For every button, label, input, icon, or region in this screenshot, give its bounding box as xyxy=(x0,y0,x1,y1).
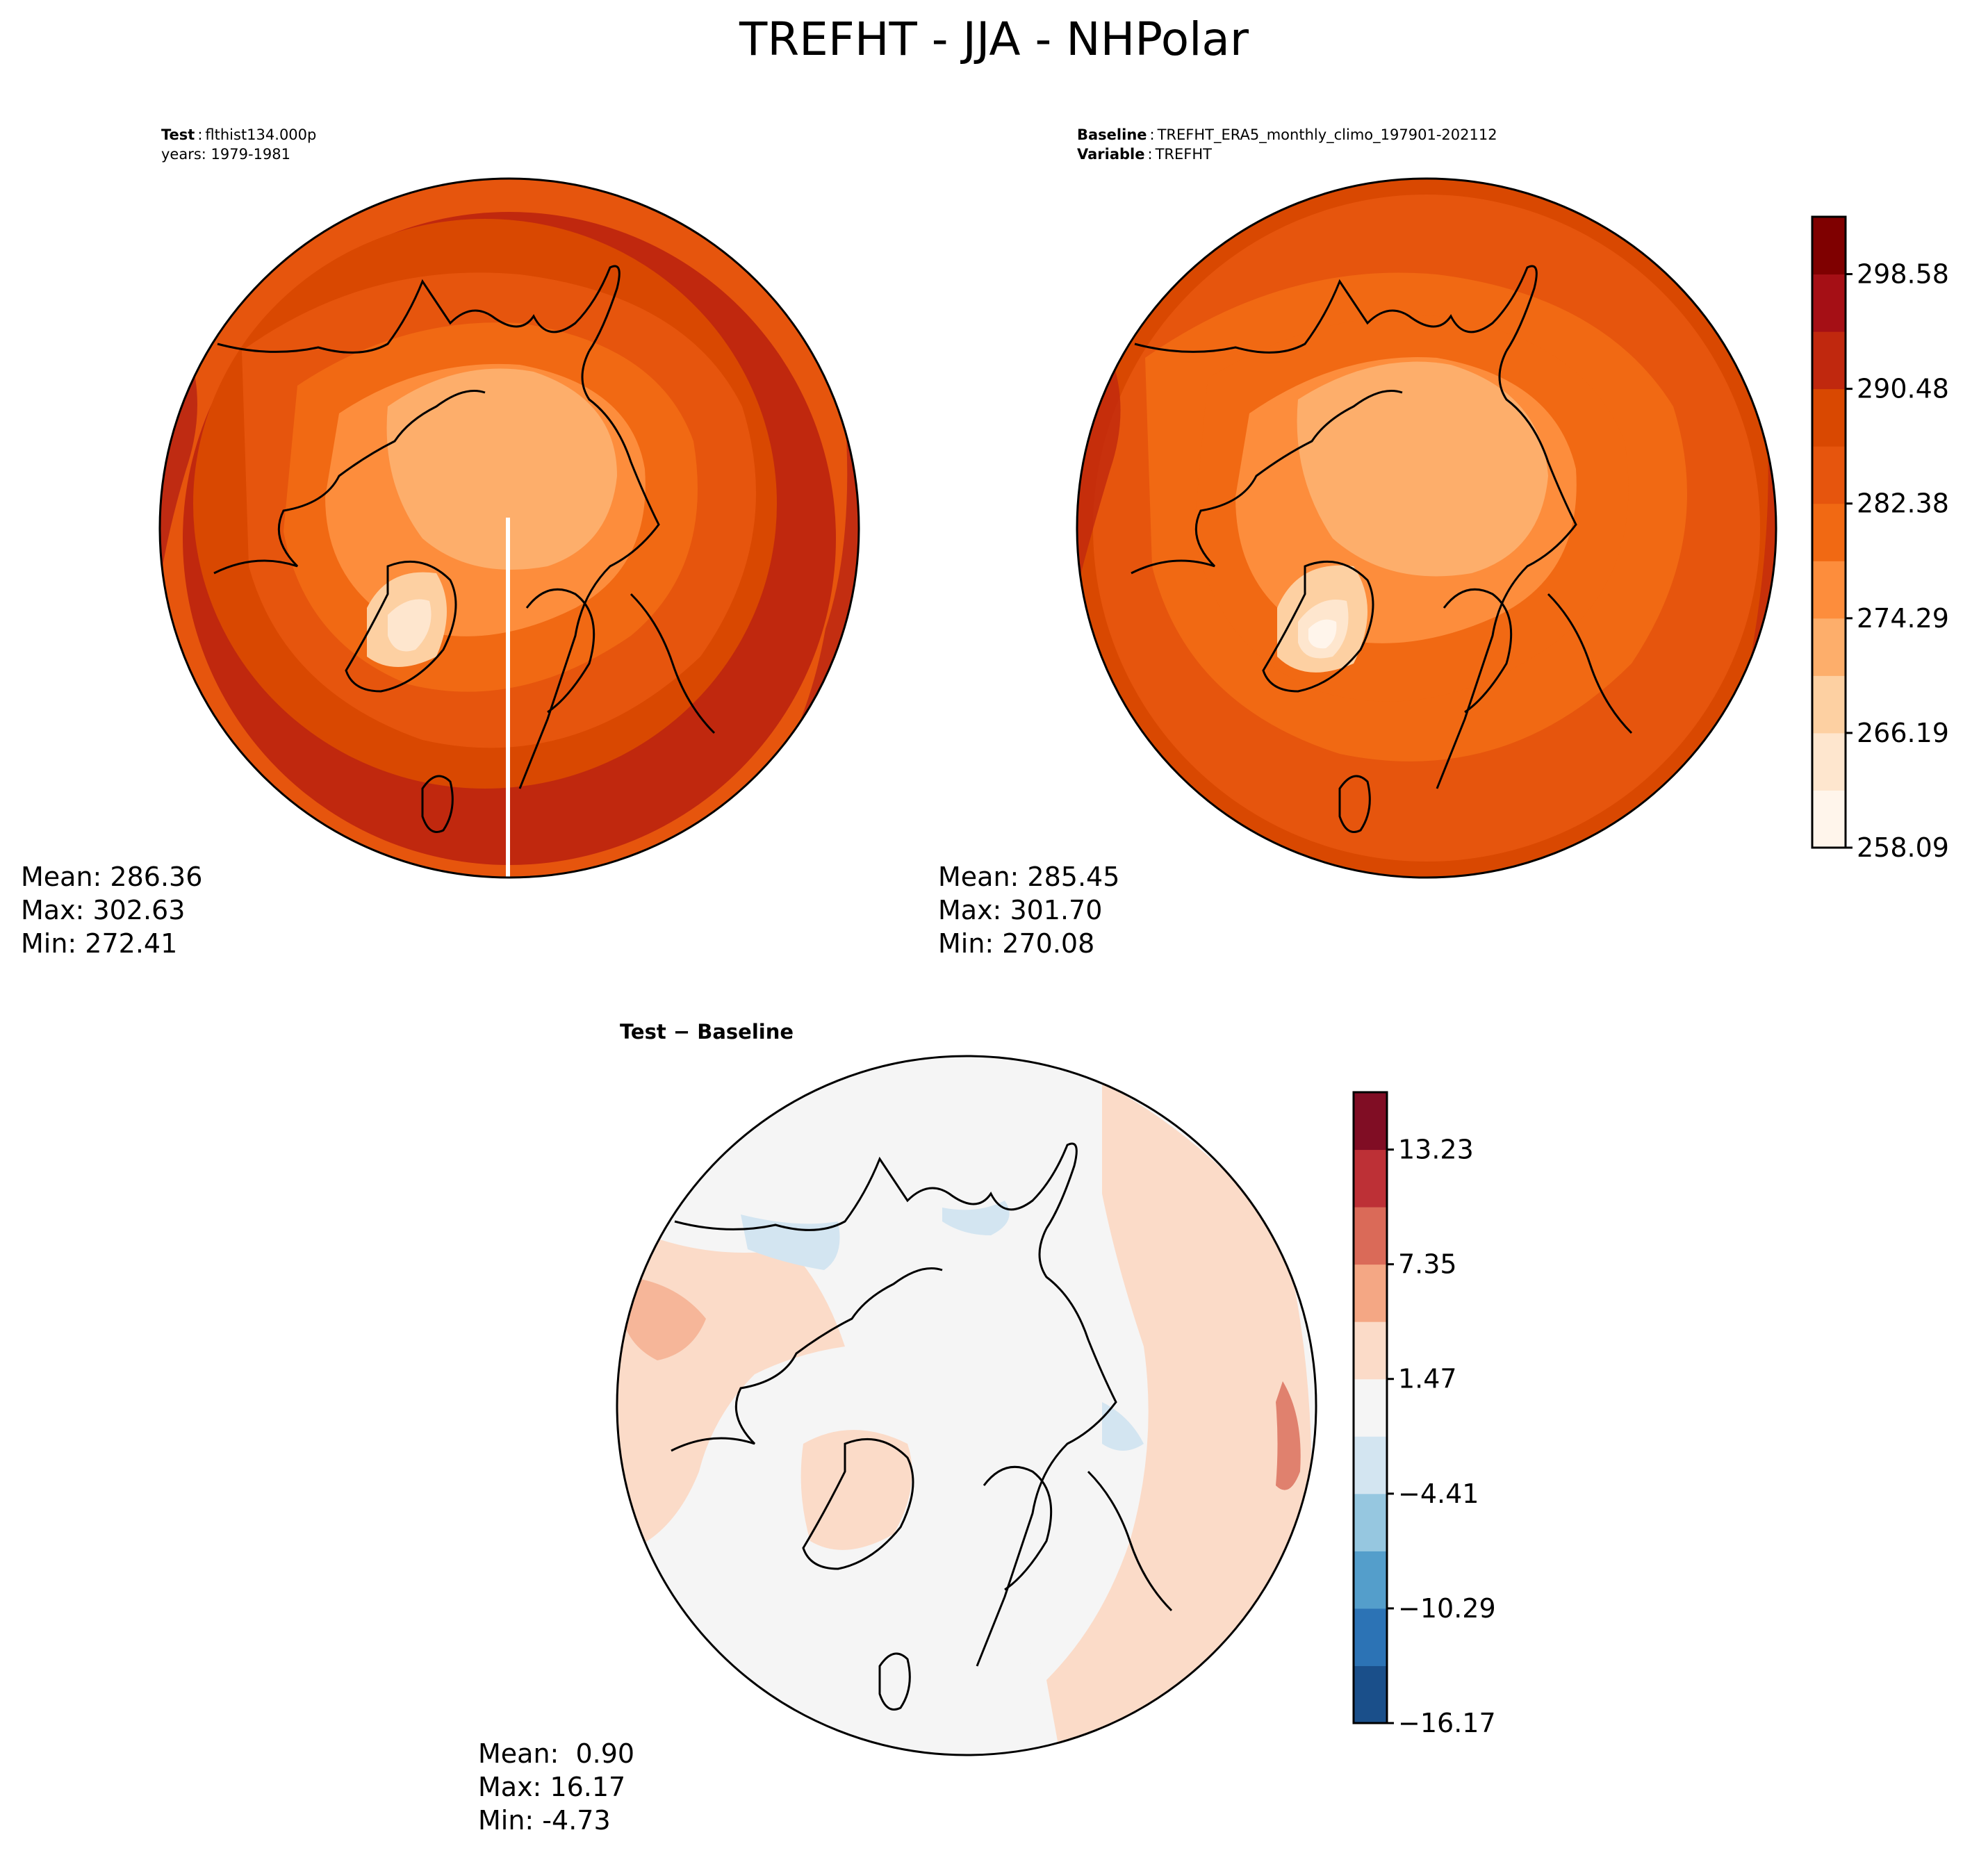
difference-colorbar-bin xyxy=(1354,1436,1387,1494)
baseline-stats: Mean: 285.45 Max: 301.70 Min: 270.08 xyxy=(938,860,1119,960)
test-coastlines xyxy=(213,265,716,833)
baseline-min: Min: 270.08 xyxy=(938,928,1095,959)
test-label-key: Test xyxy=(161,126,195,143)
test-min: Min: 272.41 xyxy=(21,928,178,959)
baseline-max: Max: 301.70 xyxy=(938,895,1103,925)
difference-colorbar-tick-label: 1.47 xyxy=(1398,1364,1457,1394)
difference-colorbar-tick-label: 7.35 xyxy=(1398,1249,1457,1280)
absolute-colorbar-ticks: 298.58 290.48 282.38 274.29 266.19 258.09 xyxy=(1846,259,1949,862)
absolute-colorbar-bin xyxy=(1812,503,1846,561)
difference-colorbar-bin xyxy=(1354,1665,1387,1724)
test-max: Max: 302.63 xyxy=(21,895,186,925)
difference-colorbar-bin xyxy=(1354,1264,1387,1322)
difference-colorbar-bins xyxy=(1354,1092,1387,1724)
test-mean: Mean: 286.36 xyxy=(21,862,203,892)
absolute-colorbar-bin xyxy=(1812,274,1846,332)
baseline-map-boundary xyxy=(1076,177,1777,879)
absolute-colorbar-tick-label: 290.48 xyxy=(1857,374,1949,404)
baseline-subtitle: Baseline: TREFHT_ERA5_monthly_climo_19790… xyxy=(1077,126,1497,163)
test-label-value: flthist134.000p xyxy=(205,126,317,143)
difference-colorbar-bin xyxy=(1354,1378,1387,1437)
baseline-temperature-field xyxy=(1077,179,1776,878)
difference-colorbar-bin xyxy=(1354,1321,1387,1380)
difference-field xyxy=(617,1056,1316,1755)
baseline-polar-map xyxy=(1076,177,1777,879)
absolute-colorbar-tick-label: 266.19 xyxy=(1857,718,1949,748)
test-stats: Mean: 286.36 Max: 302.63 Min: 272.41 xyxy=(21,860,202,960)
difference-mean: Mean: 0.90 xyxy=(478,1738,635,1769)
baseline-coastlines xyxy=(1131,265,1633,833)
difference-colorbar: 13.23 7.35 1.47 −4.41 −10.29 −16.17 xyxy=(1352,1091,1496,1737)
baseline-mean: Mean: 285.45 xyxy=(938,862,1120,892)
absolute-colorbar-bin xyxy=(1812,675,1846,734)
difference-colorbar-frame xyxy=(1352,1091,1388,1724)
difference-colorbar-tick-label: −4.41 xyxy=(1398,1479,1479,1509)
absolute-colorbar-tick-label: 258.09 xyxy=(1857,832,1949,862)
absolute-colorbar-tick-label: 282.38 xyxy=(1857,488,1949,519)
difference-title-sep: − xyxy=(666,1020,698,1044)
absolute-colorbar-bin xyxy=(1812,331,1846,390)
absolute-colorbar-bin xyxy=(1812,217,1846,275)
baseline-label-key: Baseline xyxy=(1077,126,1147,143)
difference-title-test: Test xyxy=(620,1020,666,1044)
difference-colorbar-ticks: 13.23 7.35 1.47 −4.41 −10.29 −16.17 xyxy=(1387,1135,1496,1737)
difference-title-baseline: Baseline xyxy=(697,1020,794,1044)
test-map-boundary xyxy=(158,177,860,879)
figure-title: TREFHT - JJA - NHPolar xyxy=(739,13,1249,66)
difference-colorbar-bin xyxy=(1354,1493,1387,1551)
difference-colorbar-bin xyxy=(1354,1092,1387,1151)
difference-stats: Mean: 0.90 Max: 16.17 Min: -4.73 xyxy=(478,1737,634,1837)
difference-max: Max: 16.17 xyxy=(478,1772,626,1802)
test-temperature-field xyxy=(160,179,859,878)
absolute-colorbar-tick-label: 274.29 xyxy=(1857,603,1949,634)
absolute-colorbar-bin xyxy=(1812,561,1846,619)
absolute-colorbar-bin xyxy=(1812,618,1846,676)
baseline-label-value: TREFHT_ERA5_monthly_climo_197901-202112 xyxy=(1157,126,1497,143)
difference-colorbar-tick-label: −10.29 xyxy=(1398,1593,1496,1624)
absolute-colorbar-bin xyxy=(1812,732,1846,791)
difference-coastlines xyxy=(671,1142,1173,1711)
absolute-colorbar: 298.58 290.48 282.38 274.29 266.19 258.09 xyxy=(1811,215,1949,862)
absolute-colorbar-bin xyxy=(1812,388,1846,447)
difference-colorbar-bin xyxy=(1354,1207,1387,1265)
difference-min: Min: -4.73 xyxy=(478,1805,611,1836)
difference-colorbar-tick-label: 13.23 xyxy=(1398,1135,1474,1165)
absolute-colorbar-frame xyxy=(1811,215,1847,849)
difference-colorbar-bin xyxy=(1354,1608,1387,1666)
absolute-colorbar-bin xyxy=(1812,446,1846,504)
baseline-var-key: Variable xyxy=(1077,146,1145,163)
difference-title: Test − Baseline xyxy=(620,1020,794,1044)
difference-colorbar-tick-label: −16.17 xyxy=(1398,1708,1496,1737)
baseline-var-value: TREFHT xyxy=(1155,146,1212,163)
absolute-colorbar-bin xyxy=(1812,790,1846,848)
difference-map-boundary xyxy=(616,1055,1317,1756)
difference-polar-map xyxy=(616,1055,1317,1756)
difference-colorbar-bin xyxy=(1354,1149,1387,1208)
test-subtitle: Test: flthist134.000p years: 1979-1981 xyxy=(161,126,317,163)
test-polar-map xyxy=(158,177,860,879)
test-years: years: 1979-1981 xyxy=(161,146,291,163)
absolute-colorbar-bins xyxy=(1812,217,1846,848)
difference-colorbar-bin xyxy=(1354,1551,1387,1609)
absolute-colorbar-tick-label: 298.58 xyxy=(1857,259,1949,290)
